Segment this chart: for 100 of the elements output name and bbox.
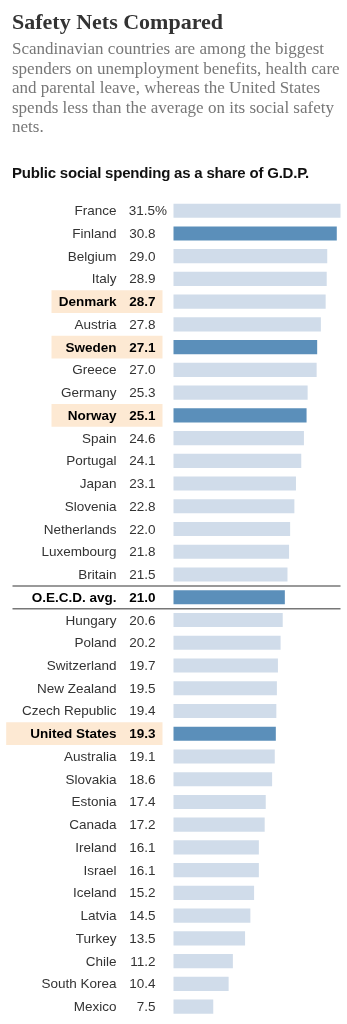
data-label: 28.9 <box>129 271 156 287</box>
y-tick-label: Latvia <box>80 908 117 924</box>
y-tick-label: United States <box>30 726 117 742</box>
y-tick-label: O.E.C.D. avg. <box>31 589 117 605</box>
data-label: 19.3 <box>129 726 156 742</box>
y-tick-label: Australia <box>63 748 117 764</box>
y-tick-label: Britain <box>78 567 117 583</box>
data-label: 25.3 <box>129 385 156 401</box>
bar <box>173 954 233 969</box>
bar <box>173 885 255 900</box>
y-tick-label: France <box>74 203 117 219</box>
data-label: 7.5 <box>136 999 156 1015</box>
data-label: 17.4 <box>129 794 156 810</box>
y-tick-label: Chile <box>85 953 117 969</box>
y-tick-label: Spain <box>81 430 117 446</box>
bar <box>173 681 277 696</box>
y-tick-label: Israel <box>83 862 117 878</box>
y-tick-label: Denmark <box>58 294 117 310</box>
y-tick-label: South Korea <box>41 976 117 992</box>
bar <box>173 453 302 468</box>
y-tick-label: Mexico <box>73 999 117 1015</box>
y-tick-label: Hungary <box>65 612 117 628</box>
bar <box>173 635 281 650</box>
bar <box>173 976 229 991</box>
y-tick-label: Japan <box>79 476 117 492</box>
chart-subtitle: Scandinavian countries are among the biggest spenders on unemployment benefits, health care and parental leave, whereas the United States spends less than the average on its social safety nets. <box>11 38 341 137</box>
y-tick-label: Czech Republic <box>21 703 117 719</box>
bar <box>173 863 259 878</box>
data-label: 20.2 <box>129 635 156 651</box>
bar <box>173 703 277 719</box>
y-tick-label: Canada <box>69 817 117 833</box>
bar <box>173 271 327 286</box>
y-tick-label: Greece <box>72 362 117 378</box>
bar <box>173 999 214 1014</box>
y-tick-label: Switzerland <box>46 657 117 673</box>
bar <box>173 612 283 628</box>
y-tick-label: New Zealand <box>36 680 117 696</box>
bar <box>173 294 326 309</box>
bar <box>173 249 328 264</box>
bar <box>173 567 288 582</box>
y-tick-label: Portugal <box>66 453 117 469</box>
y-tick-label: Netherlands <box>43 521 117 537</box>
chart-title: Safety Nets Compared <box>11 8 224 34</box>
data-label: 21.5 <box>129 567 156 583</box>
data-label: 19.4 <box>129 703 156 719</box>
y-tick-label: Slovakia <box>65 771 117 787</box>
y-tick-label: Turkey <box>75 930 117 946</box>
data-label: 19.1 <box>129 748 156 764</box>
data-label: 28.7 <box>129 294 156 310</box>
bar <box>173 476 296 491</box>
data-label: 10.4 <box>129 976 156 992</box>
data-label: 20.6 <box>129 612 156 628</box>
data-label: 14.5 <box>129 908 156 924</box>
data-label: 23.1 <box>129 476 156 492</box>
y-tick-label: Iceland <box>72 885 117 901</box>
y-tick-label: Estonia <box>71 794 117 810</box>
bar <box>173 203 341 218</box>
x-axis-title: Public social spending as a share of G.D.P. <box>11 163 311 183</box>
data-label: 27.1 <box>129 339 156 355</box>
data-label: 19.7 <box>129 657 156 673</box>
data-label: 29.0 <box>129 248 156 264</box>
data-label: 30.8 <box>129 225 156 241</box>
y-tick-label: Poland <box>74 635 117 651</box>
y-tick-label: Slovenia <box>64 498 117 514</box>
bar <box>173 931 246 946</box>
bar <box>173 362 317 377</box>
data-label: 18.6 <box>129 771 156 787</box>
data-label: 21.8 <box>129 544 156 560</box>
data-label: 27.0 <box>129 362 156 378</box>
bar <box>173 431 304 446</box>
bar <box>173 522 291 537</box>
bar <box>173 840 259 855</box>
y-tick-label: Luxembourg <box>41 544 117 560</box>
bar <box>173 340 318 355</box>
y-tick-label: Austria <box>74 316 117 332</box>
data-label: 11.2 <box>130 953 156 969</box>
data-label: 13.5 <box>129 930 156 946</box>
y-tick-label: Italy <box>91 271 117 287</box>
bar <box>173 590 285 605</box>
bar <box>173 772 273 787</box>
bar <box>173 817 265 832</box>
data-label: 19.5 <box>129 680 156 696</box>
data-label: 15.2 <box>129 885 156 901</box>
bar <box>173 385 308 400</box>
y-tick-label: Ireland <box>75 839 117 855</box>
bar <box>173 749 275 764</box>
data-label: 22.8 <box>129 498 156 514</box>
data-label: 17.2 <box>129 817 156 833</box>
y-tick-label: Sweden <box>65 339 117 355</box>
bar <box>173 794 266 809</box>
bar <box>173 226 337 241</box>
y-tick-label: Finland <box>72 225 117 241</box>
data-label: 31.5% <box>128 203 167 219</box>
data-label: 27.8 <box>129 316 156 332</box>
y-tick-label: Norway <box>67 407 117 423</box>
bar <box>173 544 290 559</box>
bar <box>173 726 276 741</box>
data-label: 22.0 <box>129 521 156 537</box>
bar <box>173 408 307 423</box>
y-tick-label: Belgium <box>67 248 117 264</box>
